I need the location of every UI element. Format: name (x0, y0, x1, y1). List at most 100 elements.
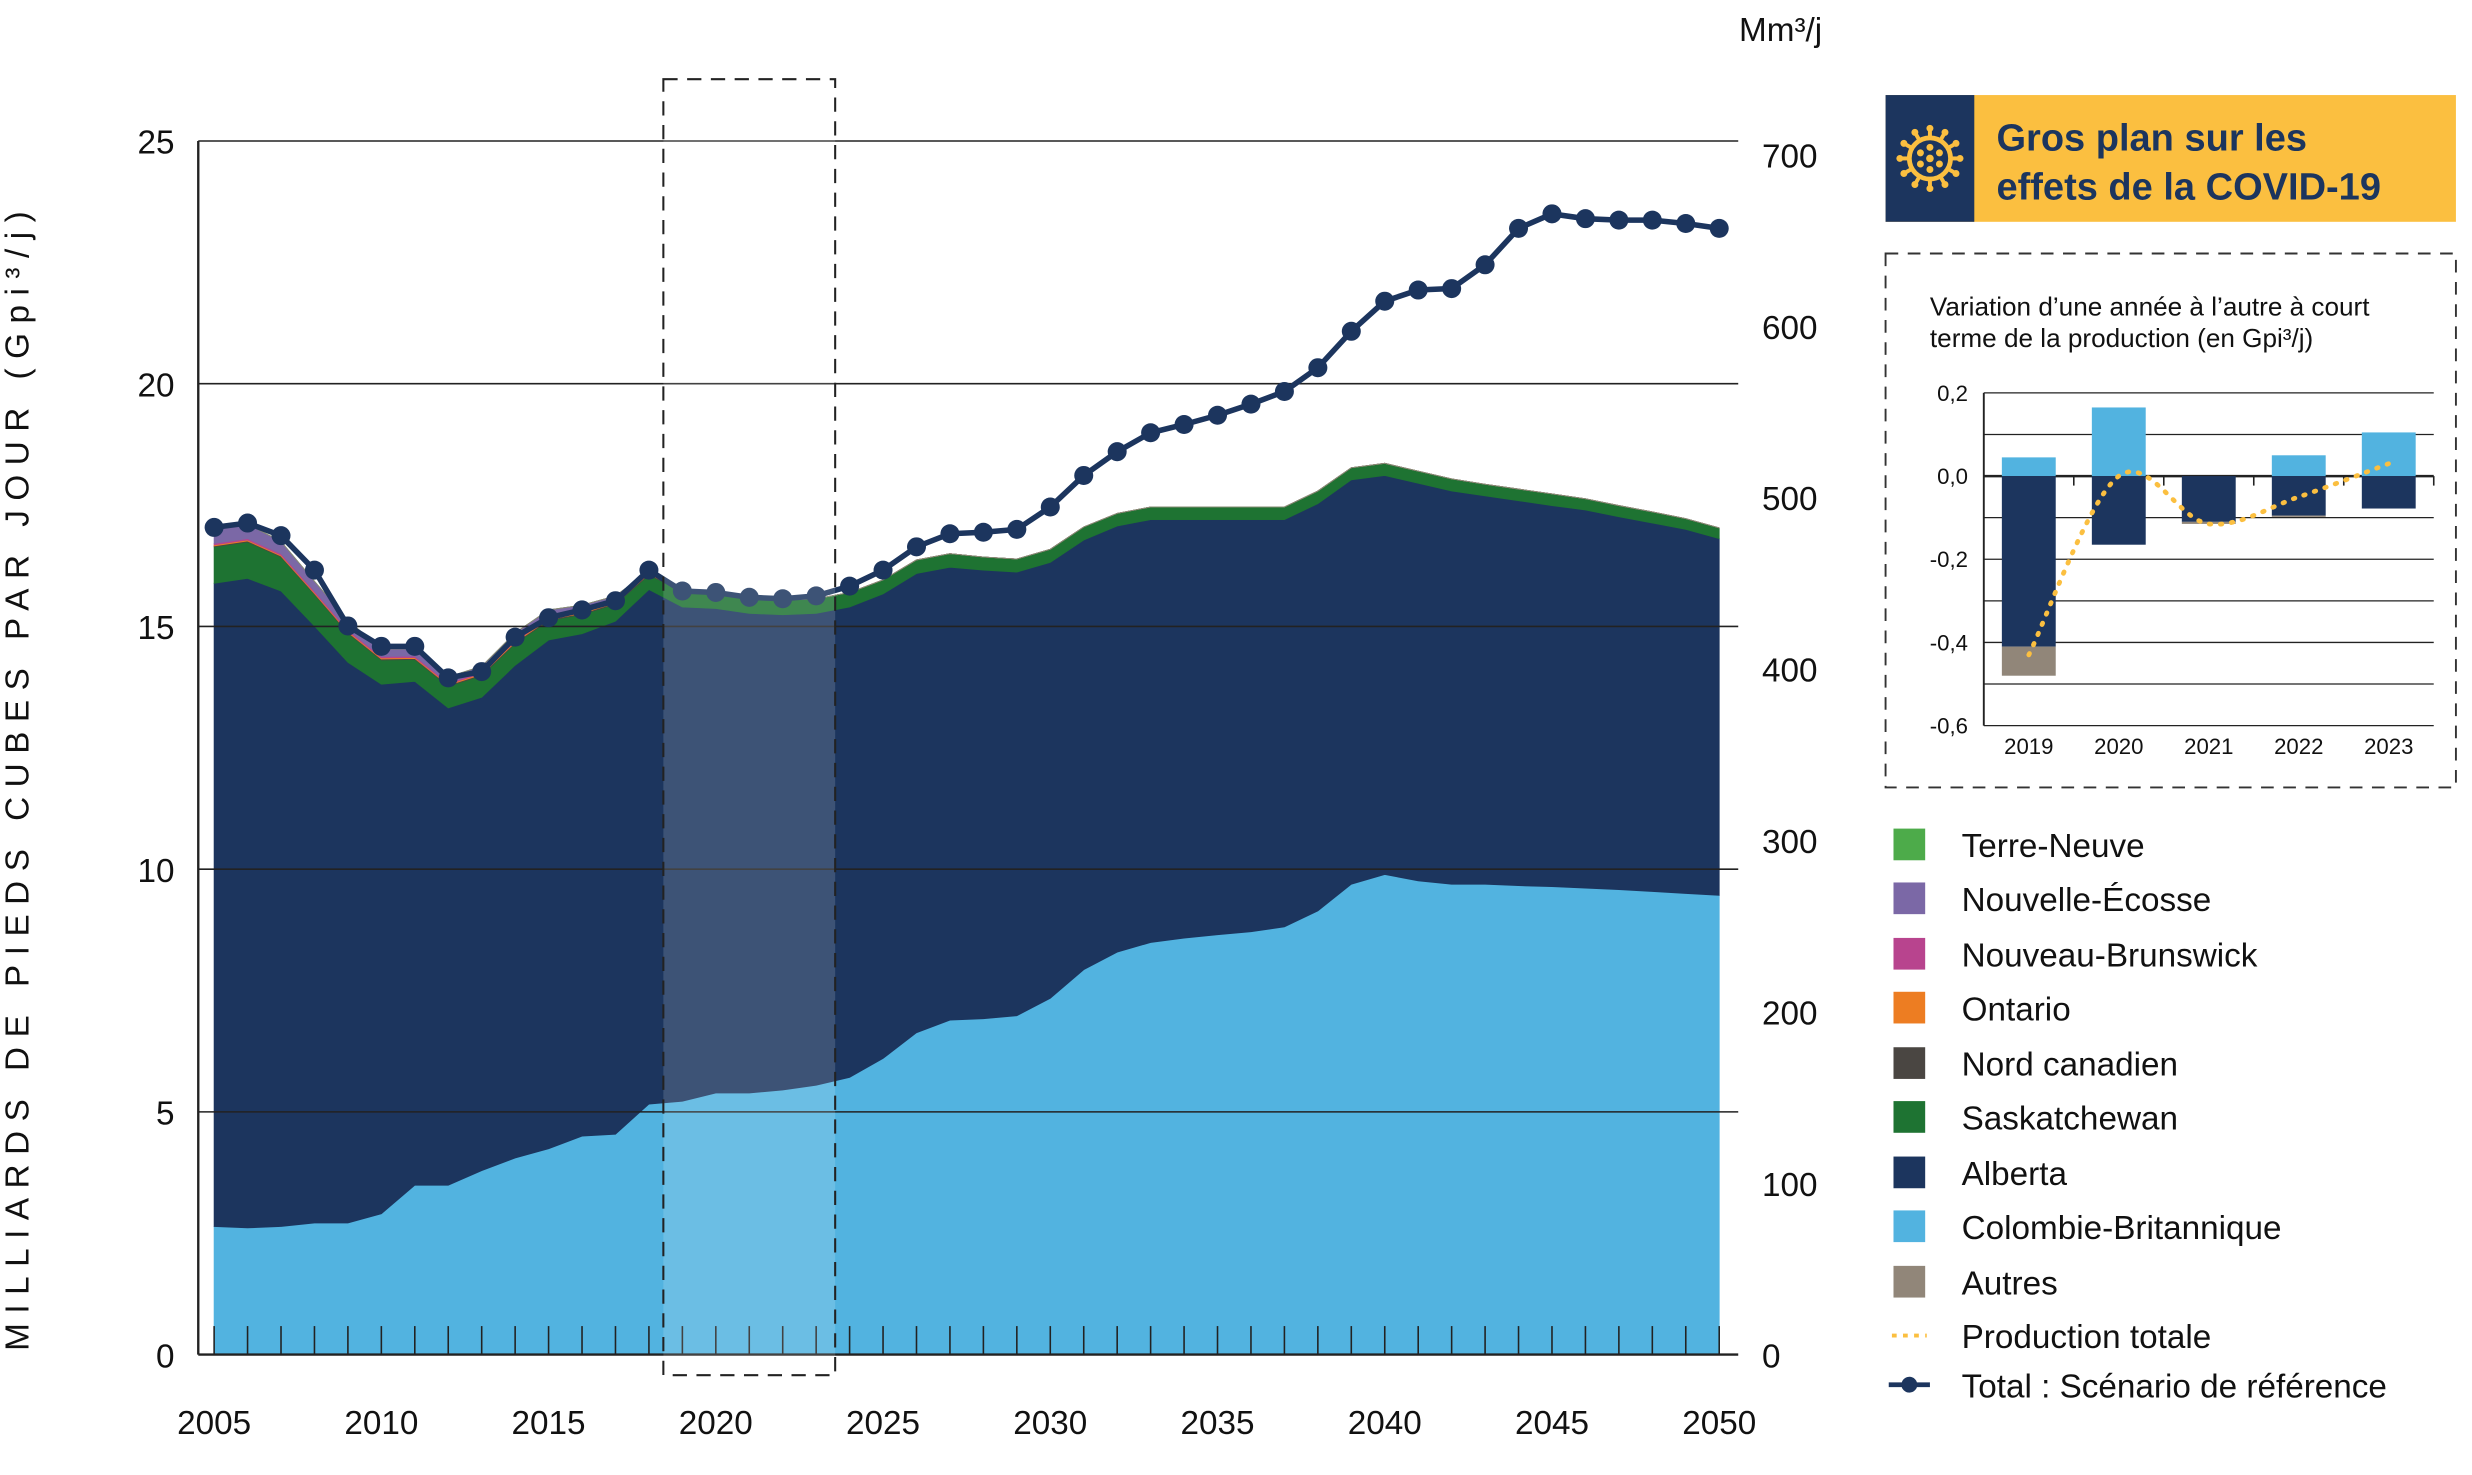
inset-y-tick-label: -0,2 (1930, 547, 1968, 572)
legend-label: Nord canadien (1962, 1047, 2178, 1084)
legend-label: Ontario (1962, 991, 2071, 1028)
inset-bar-alberta (2001, 476, 2056, 647)
total-point (1074, 465, 1094, 485)
legend-item: Autres (1893, 1265, 2058, 1302)
legend-label: Terre-Neuve (1962, 828, 2145, 865)
x-tick-label: 2025 (846, 1405, 920, 1442)
total-point (1341, 321, 1361, 341)
total-point (840, 576, 860, 596)
y2-axis-title: Mm³/j (1739, 12, 1822, 49)
total-point (1509, 218, 1529, 238)
inset-bar-colombie-britannique (2001, 457, 2056, 477)
inset-title-line-2: terme de la production (en Gpi³/j) (1930, 323, 2313, 353)
covid-title-line-1: Gros plan sur les (1996, 118, 2307, 160)
covid-title-line-2: effets de la COVID-19 (1996, 167, 2381, 209)
legend-label: Alberta (1962, 1156, 2068, 1193)
covid-highlight-frame (662, 78, 837, 1377)
y-tick-label: 0 (156, 1338, 175, 1375)
inset-bar-alberta (2361, 476, 2416, 509)
total-point (1475, 255, 1495, 275)
legend: Terre-Neuve Nouvelle-Écosse Nouveau-Brunsw… (1888, 828, 2387, 1405)
total-point (1308, 358, 1328, 378)
legend-label: Nouveau-Brunswick (1962, 937, 2258, 974)
inset-bar-autres (2001, 646, 2056, 676)
total-point (639, 560, 659, 580)
y2-tick-label: 300 (1762, 824, 1818, 861)
inset-x-tick-label: 2020 (2094, 734, 2143, 759)
covid-highlight-overlay (663, 79, 836, 1376)
inset-bar-alberta (2091, 476, 2146, 545)
legend-swatch (1893, 828, 1926, 861)
legend-item: Production totale (1891, 1319, 2212, 1356)
total-point (338, 616, 358, 636)
inset-x-tick-label: 2022 (2274, 734, 2323, 759)
virus-spike-tip (1896, 154, 1904, 162)
legend-swatch (1893, 991, 1926, 1024)
total-point (773, 589, 793, 609)
x-tick-label: 2030 (1013, 1405, 1087, 1442)
inset-y-tick-label: 0,2 (1937, 381, 1968, 406)
total-point (371, 636, 391, 656)
inset-x-tick-label: 2021 (2184, 734, 2233, 759)
total-point (1241, 394, 1261, 414)
virus-spike-tip (1941, 128, 1949, 136)
inset-frame (1884, 252, 2457, 789)
total-point (1542, 204, 1562, 224)
inset-chart: Variation d’une année à l’autre à court … (1884, 252, 2457, 789)
total-point (1609, 210, 1629, 230)
covid-panel-header: Gros plan sur les effets de la COVID-19 (1885, 95, 2456, 222)
legend-label: Saskatchewan (1962, 1101, 2178, 1138)
x-tick-label: 2010 (344, 1405, 418, 1442)
total-point (405, 636, 425, 656)
total-point (1575, 209, 1595, 229)
total-point (873, 560, 893, 580)
legend-swatch (1893, 1047, 1926, 1079)
total-point (238, 513, 258, 533)
legend-marker (1901, 1376, 1918, 1393)
total-point (472, 662, 492, 682)
legend-item: Colombie-Britannique (1893, 1210, 2282, 1247)
total-point (605, 591, 625, 611)
legend-swatch (1893, 1156, 1926, 1189)
total-point (539, 608, 559, 628)
y2-tick-label: 500 (1762, 481, 1818, 518)
total-point (1676, 214, 1696, 234)
total-point (1141, 423, 1161, 443)
legend-swatch (1893, 1101, 1926, 1133)
inset-bar-autres (2271, 515, 2326, 517)
total-point (1442, 279, 1462, 299)
total-point (906, 537, 927, 557)
legend-item: Total : Scénario de référence (1888, 1368, 2387, 1405)
legend-item: Saskatchewan (1893, 1101, 2178, 1138)
inset-bar-colombie-britannique (2091, 407, 2146, 477)
virus-spike-tip (1900, 169, 1908, 177)
virus-spike-tip (1952, 169, 1960, 177)
production-totale-line (2026, 461, 2392, 658)
inset-bar-colombie-britannique (2361, 432, 2416, 477)
y-tick-label: 15 (137, 610, 174, 647)
y2-tick-label: 0 (1762, 1338, 1781, 1375)
total-point (1107, 442, 1127, 462)
total-point (1007, 519, 1027, 539)
total-point (1408, 280, 1428, 300)
legend-item: Nord canadien (1893, 1047, 2178, 1084)
legend-item: Ontario (1893, 991, 2071, 1028)
legend-swatch (1893, 882, 1926, 915)
inset-bar-alberta (2271, 476, 2326, 516)
total-point (1208, 405, 1228, 425)
total-point (739, 587, 759, 607)
virus-spike-tip (1911, 181, 1919, 188)
virus-spike-tip (1911, 128, 1919, 136)
legend-label: Production totale (1962, 1319, 2212, 1356)
virus-spike-tip (1941, 181, 1949, 188)
total-point (505, 627, 525, 647)
x-tick-label: 2045 (1515, 1405, 1589, 1442)
total-line (213, 210, 1720, 681)
total-point (438, 668, 458, 688)
total-point (1274, 381, 1294, 401)
total-point (706, 582, 726, 602)
inset-x-tick-label: 2023 (2364, 734, 2413, 759)
total-point (304, 560, 324, 580)
y2-tick-label: 100 (1762, 1167, 1818, 1204)
